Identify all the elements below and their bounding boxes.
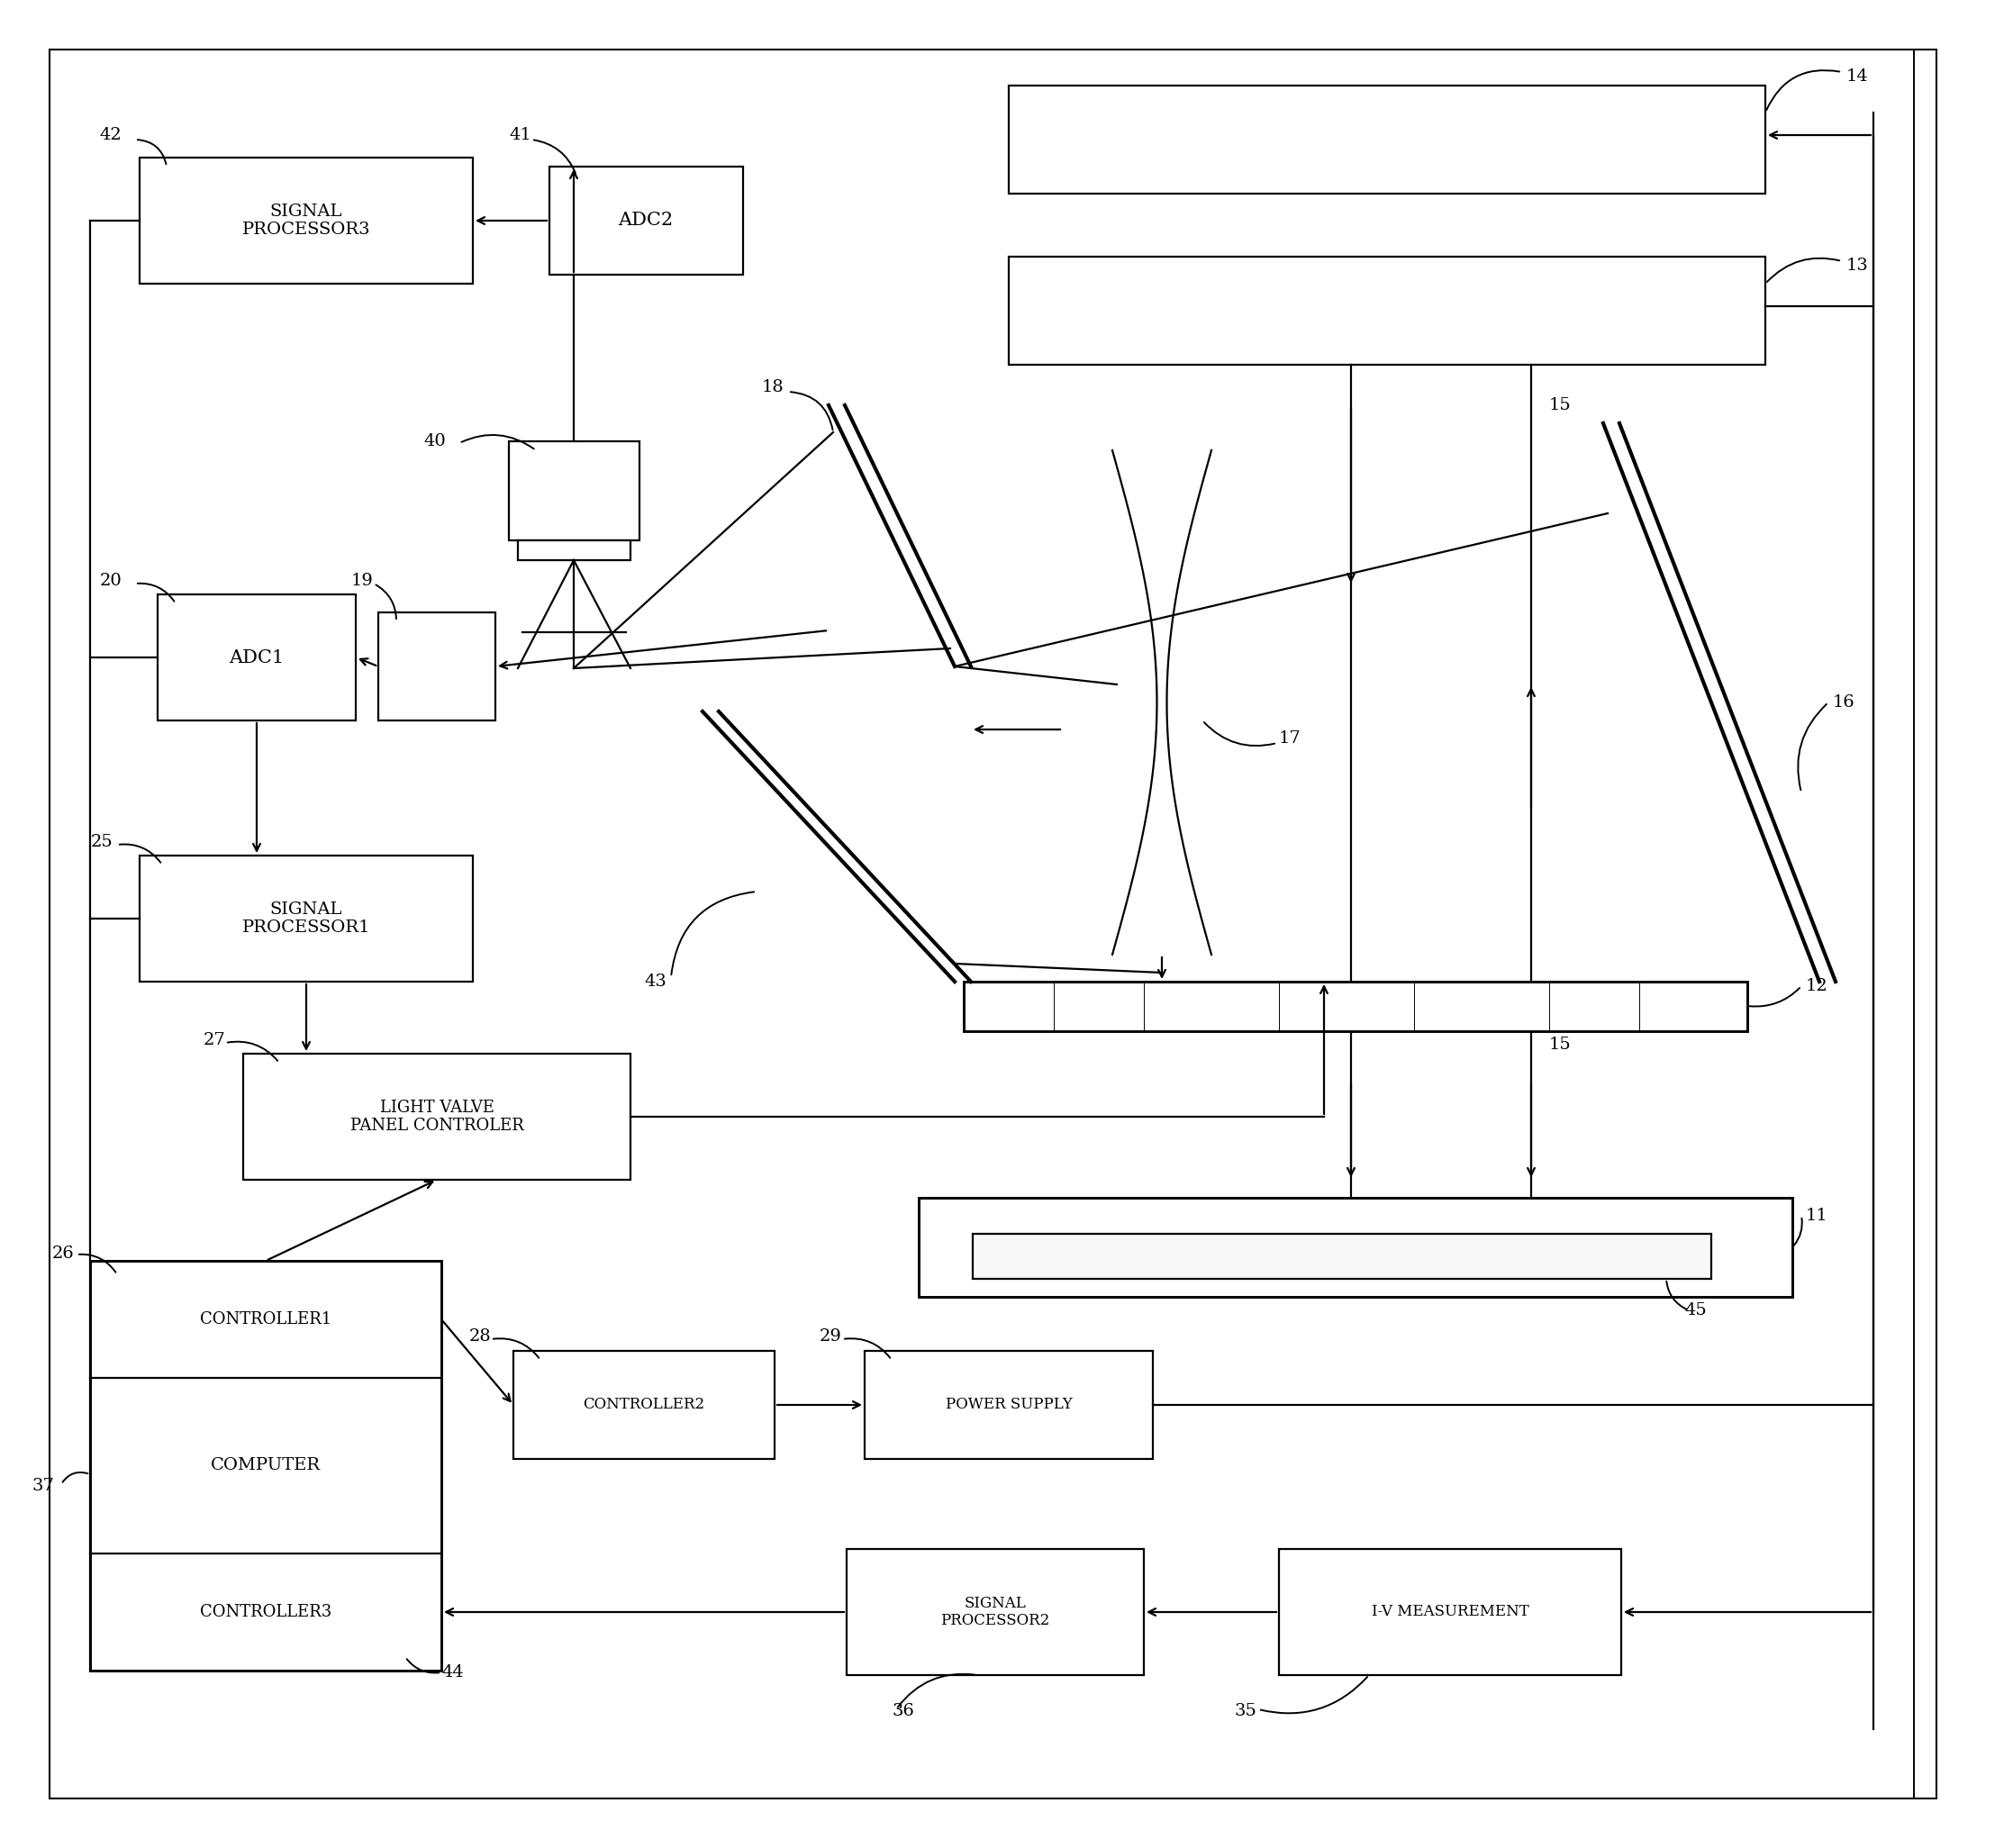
Bar: [964, 981, 1747, 1031]
Text: 12: 12: [1806, 978, 1828, 994]
Text: I-V MEASUREMENT: I-V MEASUREMENT: [1371, 1604, 1528, 1619]
Text: 26: 26: [52, 1246, 74, 1262]
Bar: [157, 595, 356, 721]
Text: SIGNAL
PROCESSOR1: SIGNAL PROCESSOR1: [242, 902, 370, 937]
Text: 14: 14: [1846, 68, 1868, 85]
Text: SIGNAL
PROCESSOR3: SIGNAL PROCESSOR3: [242, 203, 370, 238]
Bar: [91, 1260, 441, 1671]
Text: 40: 40: [423, 432, 445, 449]
Text: CONTROLLER1: CONTROLLER1: [199, 1312, 332, 1327]
Text: 15: 15: [1550, 1037, 1572, 1053]
Bar: [866, 1351, 1153, 1458]
Text: 29: 29: [819, 1329, 841, 1345]
Text: 18: 18: [761, 379, 783, 395]
Bar: [1009, 85, 1765, 194]
Text: 17: 17: [1278, 730, 1300, 747]
Text: SIGNAL
PROCESSOR2: SIGNAL PROCESSOR2: [940, 1595, 1051, 1628]
Text: POWER SUPPLY: POWER SUPPLY: [946, 1397, 1073, 1412]
Bar: [1278, 1549, 1620, 1674]
Bar: [517, 540, 630, 560]
Text: ADC2: ADC2: [618, 213, 672, 229]
Text: 42: 42: [99, 128, 121, 142]
Bar: [378, 612, 495, 721]
Text: COMPUTER: COMPUTER: [211, 1456, 320, 1473]
Bar: [244, 1053, 630, 1179]
Text: 41: 41: [509, 128, 531, 142]
Bar: [847, 1549, 1143, 1674]
Text: 15: 15: [1550, 397, 1572, 414]
Text: 11: 11: [1806, 1209, 1828, 1223]
Text: 13: 13: [1846, 257, 1868, 274]
Text: CONTROLLER2: CONTROLLER2: [584, 1397, 705, 1412]
Text: 19: 19: [352, 573, 374, 590]
Text: CONTROLLER3: CONTROLLER3: [199, 1604, 332, 1621]
Text: ADC1: ADC1: [229, 649, 284, 665]
Bar: [972, 1234, 1711, 1279]
Bar: [513, 1351, 775, 1458]
Text: LIGHT VALVE
PANEL CONTROLER: LIGHT VALVE PANEL CONTROLER: [350, 1100, 523, 1135]
Text: 20: 20: [99, 573, 121, 590]
Text: 37: 37: [32, 1478, 54, 1493]
Text: 44: 44: [441, 1665, 463, 1680]
Bar: [139, 856, 473, 981]
Text: 28: 28: [469, 1329, 491, 1345]
Bar: [509, 442, 640, 540]
Text: 45: 45: [1685, 1303, 1707, 1318]
Text: 43: 43: [644, 974, 666, 991]
Text: 36: 36: [892, 1704, 914, 1719]
Bar: [1009, 257, 1765, 364]
Bar: [139, 157, 473, 285]
Bar: [918, 1198, 1792, 1297]
Text: 16: 16: [1834, 695, 1856, 711]
Text: 25: 25: [91, 833, 113, 850]
Text: 35: 35: [1234, 1704, 1256, 1719]
Bar: [550, 166, 743, 275]
Text: 27: 27: [203, 1031, 225, 1048]
